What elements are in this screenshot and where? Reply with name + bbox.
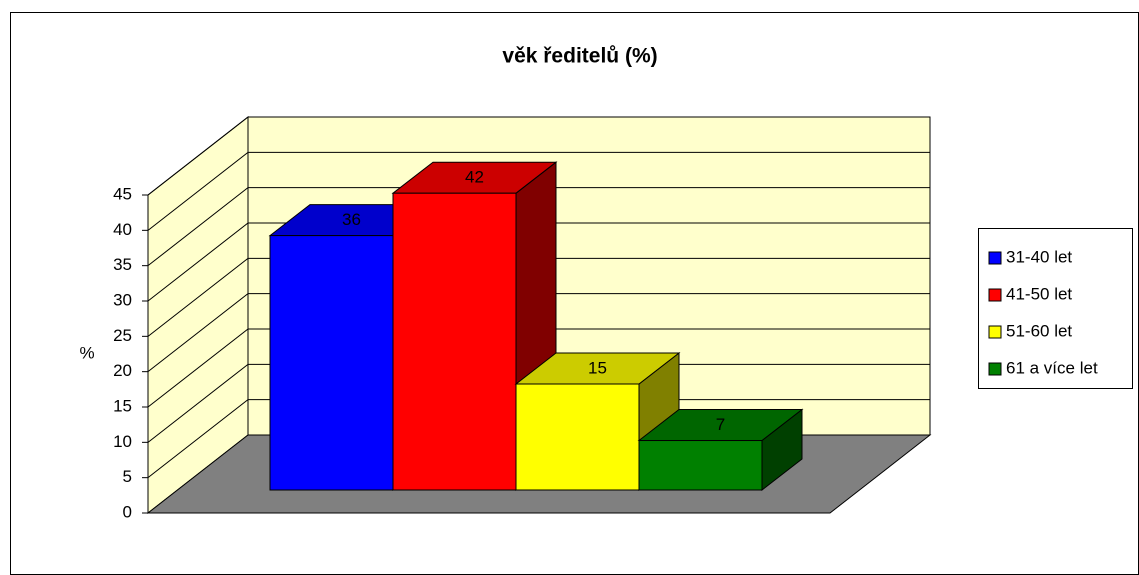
bar: [515, 383, 640, 491]
y-tick-label: 20: [113, 361, 132, 380]
legend-swatch: [988, 325, 1002, 339]
y-tick-label: 15: [113, 396, 132, 415]
y-tick-label: 25: [113, 326, 132, 345]
bar: [392, 192, 517, 491]
y-tick-label: 40: [113, 220, 132, 239]
legend-label: 41-50 let: [1006, 284, 1072, 303]
grid-line: [147, 116, 930, 196]
data-label: 36: [342, 210, 361, 229]
grid-line: [147, 151, 930, 231]
data-label: 15: [588, 358, 607, 377]
y-tick-label: 5: [123, 467, 132, 486]
chart-title: věk ředitelů (%): [502, 45, 657, 68]
grid-line: [147, 293, 930, 373]
y-tick-label: 45: [113, 184, 132, 203]
y-tick-label: 10: [113, 432, 132, 451]
legend-label: 61 a více let: [1006, 358, 1098, 377]
y-axis-label: %: [79, 343, 94, 362]
bar: [269, 235, 394, 491]
legend-label: 31-40 let: [1006, 247, 1072, 266]
legend: [978, 228, 1133, 389]
grid-line: [147, 187, 930, 267]
y-tick-label: 30: [113, 290, 132, 309]
legend-swatch: [988, 251, 1002, 265]
y-tick-label: 35: [113, 255, 132, 274]
grid-line: [147, 257, 930, 337]
data-label: 42: [465, 168, 484, 187]
legend-label: 51-60 let: [1006, 321, 1072, 340]
grid-line: [147, 328, 930, 408]
grid-line: [147, 222, 930, 302]
bar: [638, 440, 763, 491]
data-label: 7: [716, 415, 725, 434]
grid-line: [147, 363, 930, 443]
legend-swatch: [988, 288, 1002, 302]
grid-line: [147, 399, 930, 479]
y-tick-label: 0: [123, 502, 132, 521]
legend-swatch: [988, 362, 1002, 376]
